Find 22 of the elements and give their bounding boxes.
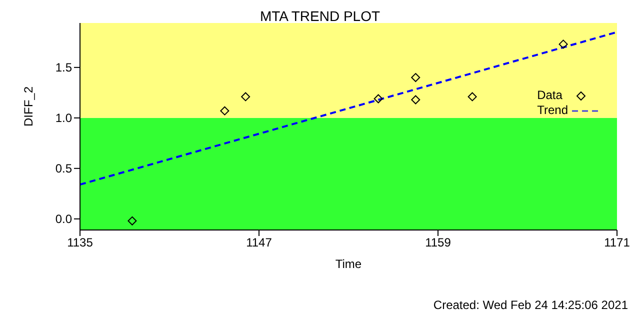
x-tick-label: 1147: [246, 236, 272, 250]
legend-label: Data: [537, 88, 562, 103]
point: [220, 106, 230, 116]
point: [468, 92, 477, 102]
y-tick-label: 0.5: [55, 162, 72, 176]
point: [374, 94, 383, 104]
x-tick-label: 1159: [425, 236, 452, 250]
point: [411, 95, 420, 104]
point: [128, 216, 137, 226]
x-tick-label: 1135: [67, 236, 94, 250]
point: [241, 92, 250, 102]
y-tick-label: 0.0: [55, 212, 72, 226]
text: Created: Wed Feb 24 14:25:06 2021: [433, 298, 628, 312]
y-axis-title: DIFF_2: [21, 86, 36, 126]
y-tick-label: 1.5: [55, 60, 72, 75]
chart-title: MTA TREND PLOT: [258, 8, 382, 24]
legend-label: Trend: [537, 103, 568, 118]
x-tick-label: 1171: [604, 236, 630, 250]
point: [558, 40, 568, 49]
x-axis-title: Time: [335, 257, 362, 271]
y-tick-label: 1.0: [55, 111, 72, 126]
point: [411, 73, 420, 82]
